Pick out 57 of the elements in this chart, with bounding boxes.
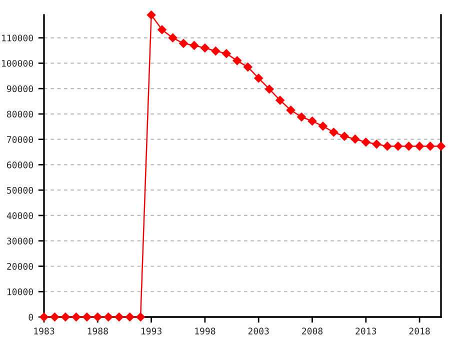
point <box>297 112 306 122</box>
point <box>382 142 392 151</box>
point <box>200 44 210 52</box>
x-tick-label: 1988 <box>88 328 108 334</box>
point <box>136 312 146 322</box>
point <box>114 312 124 322</box>
point <box>318 122 328 131</box>
point <box>436 142 446 151</box>
point <box>350 134 360 144</box>
point <box>415 142 424 151</box>
point <box>125 312 134 322</box>
y-tick-label: 100000 <box>2 60 33 67</box>
y-tick-label: 50000 <box>7 186 33 194</box>
point <box>372 140 382 149</box>
x-tick-label: 1998 <box>195 328 216 334</box>
point <box>404 142 414 151</box>
point <box>264 84 274 94</box>
point <box>426 142 435 151</box>
x-tick-label: 1993 <box>142 328 162 334</box>
point <box>243 62 252 72</box>
y-tick-label: 0 <box>28 314 33 321</box>
point <box>211 46 220 56</box>
point <box>72 312 81 322</box>
point <box>276 96 285 105</box>
y-tick-label: 20000 <box>7 262 33 270</box>
point <box>222 49 231 58</box>
point <box>50 312 60 322</box>
point <box>361 138 370 147</box>
x-tick-label: 2018 <box>409 328 430 334</box>
point <box>286 106 296 115</box>
point <box>190 41 199 50</box>
point <box>61 312 70 322</box>
y-tick-label: 90000 <box>6 85 33 92</box>
x-tick-label: 2008 <box>302 328 323 334</box>
y-tick-label: 40000 <box>6 212 33 220</box>
point <box>232 56 242 66</box>
point <box>394 142 403 151</box>
point <box>254 74 264 83</box>
point <box>104 312 113 322</box>
point <box>93 312 102 322</box>
y-tick-label: 80000 <box>6 110 33 118</box>
y-tick-label: 110000 <box>2 34 33 42</box>
point <box>340 132 349 141</box>
y-tick-label: 30000 <box>7 238 33 244</box>
x-tick-label: 2013 <box>356 328 376 334</box>
point <box>146 10 156 20</box>
point <box>179 38 188 48</box>
x-tick-label: 2003 <box>248 328 269 334</box>
point <box>158 25 166 34</box>
point <box>308 116 317 126</box>
y-tick-label: 10000 <box>7 288 33 296</box>
point <box>82 312 92 322</box>
x-tick-label: 1983 <box>34 328 54 334</box>
point <box>168 33 178 42</box>
point <box>329 128 338 137</box>
y-tick-label: 70000 <box>7 136 33 143</box>
y-tick-label: 60000 <box>6 161 33 168</box>
